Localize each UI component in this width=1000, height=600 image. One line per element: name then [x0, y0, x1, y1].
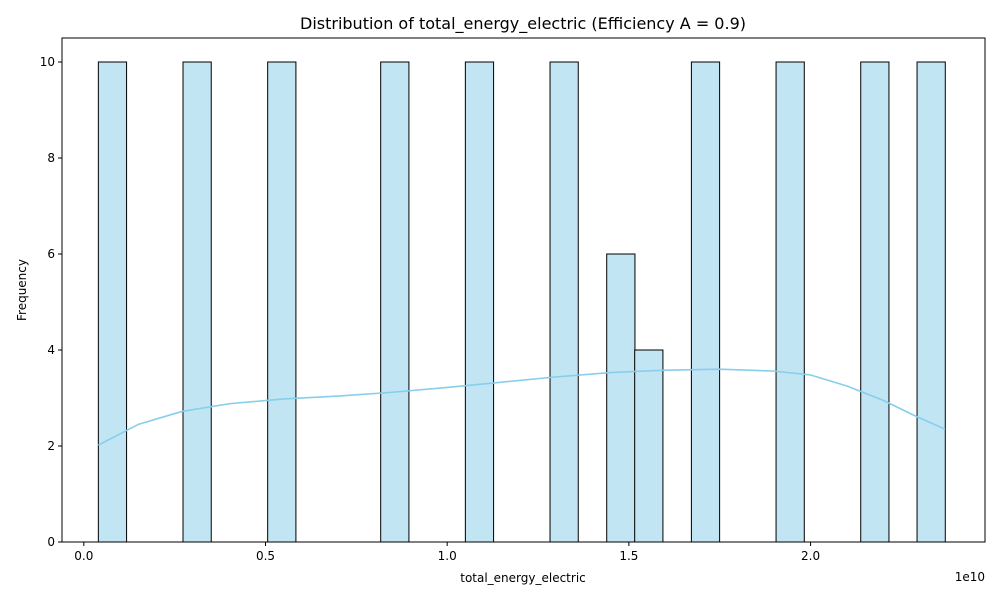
plot-frame	[61, 37, 986, 543]
histogram-bar	[464, 61, 495, 543]
histogram-bar	[690, 61, 721, 543]
histogram-bar	[606, 253, 636, 543]
histogram-bar	[775, 61, 805, 543]
histogram-bar	[97, 61, 128, 543]
histogram-bar	[860, 61, 890, 543]
y-tick-label: 4	[47, 343, 55, 357]
x-axis-offset-label: 1e10	[955, 570, 985, 584]
y-tick-label: 6	[47, 247, 55, 261]
x-axis-label: total_energy_electric	[460, 571, 586, 585]
y-axis: 0 2 4 6 8 10	[40, 55, 62, 549]
chart-title: Distribution of total_energy_electric (E…	[300, 14, 746, 34]
histogram-bar	[916, 61, 946, 543]
x-tick-label: 1.0	[438, 549, 457, 563]
histogram-bar	[380, 61, 410, 543]
y-tick-label: 2	[47, 439, 55, 453]
y-tick-label: 10	[40, 55, 55, 69]
plot-area	[97, 61, 946, 543]
x-axis: 0.0 0.5 1.0 1.5 2.0	[74, 542, 820, 563]
histogram-bar	[549, 61, 579, 543]
y-tick-label: 0	[47, 535, 55, 549]
kde-curve	[97, 368, 946, 446]
x-tick-label: 0.0	[74, 549, 93, 563]
x-tick-label: 2.0	[801, 549, 820, 563]
histogram-bar	[182, 61, 212, 543]
y-axis-label: Frequency	[15, 259, 29, 321]
y-tick-label: 8	[47, 151, 55, 165]
histogram-bar	[267, 61, 297, 543]
histogram-bar	[634, 349, 664, 543]
x-tick-label: 0.5	[256, 549, 275, 563]
x-tick-label: 1.5	[619, 549, 638, 563]
